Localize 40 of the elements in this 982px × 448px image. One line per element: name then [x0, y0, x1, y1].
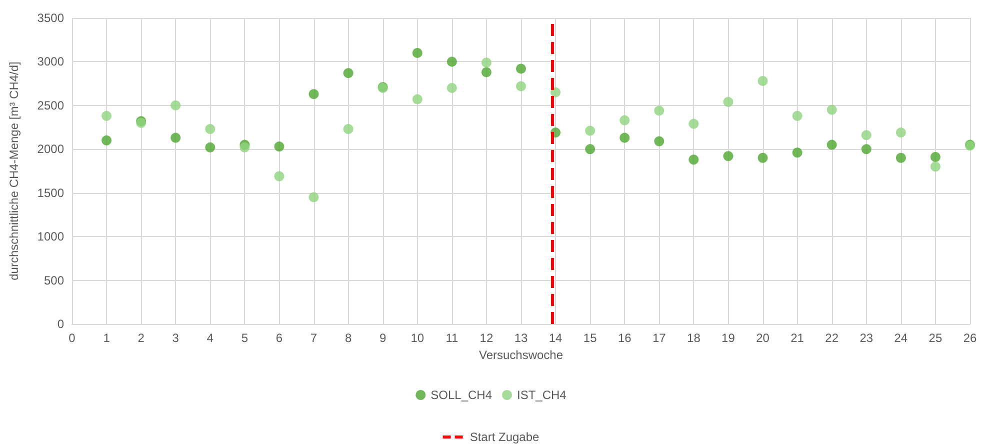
y-tick-label: 1000: [37, 230, 64, 244]
x-tick-label: 10: [410, 331, 424, 345]
x-tick-label: 22: [825, 331, 839, 345]
legend-label: Start Zugabe: [470, 430, 540, 444]
x-tick-label: 0: [68, 331, 76, 345]
x-tick-label: 18: [687, 331, 701, 345]
y-tick-label: 0: [57, 317, 64, 331]
x-tick-label: 11: [446, 331, 458, 345]
x-tick-label: 25: [928, 331, 942, 345]
x-tick-label: 2: [138, 331, 145, 345]
x-tick-label: 9: [380, 331, 386, 345]
x-tick-label: 17: [652, 331, 666, 345]
y-axis-title: durchschnittliche CH4-Menge [m³ CH4/d]: [7, 62, 21, 280]
x-tick-label: 6: [276, 331, 283, 345]
x-tick-label: 3: [172, 331, 180, 345]
x-tick-label: 12: [480, 331, 494, 345]
x-tick-label: 1: [103, 331, 110, 345]
x-tick-label: 13: [514, 331, 528, 345]
y-tick-label: 2000: [37, 142, 64, 156]
x-tick-label: 14: [548, 331, 563, 345]
x-tick-label: 26: [963, 331, 977, 345]
x-tick-label: 5: [241, 331, 248, 345]
x-tick-label: 21: [790, 331, 804, 345]
x-tick-label: 15: [583, 331, 598, 345]
legend-label: IST_CH4: [517, 388, 567, 402]
x-axis-title: Versuchswoche: [478, 348, 564, 362]
x-tick-label: 23: [860, 331, 874, 345]
y-tick-label: 2500: [37, 98, 64, 112]
x-tick-label: 16: [618, 331, 632, 345]
y-tick-label: 1500: [37, 186, 64, 200]
x-tick-label: 7: [310, 331, 318, 345]
x-tick-label: 19: [722, 331, 736, 345]
x-tick-label: 24: [894, 331, 908, 345]
x-tick-label: 20: [756, 331, 770, 345]
y-tick-label: 3500: [37, 11, 64, 25]
x-tick-label: 8: [344, 331, 352, 345]
legend-label: SOLL_CH4: [430, 388, 492, 402]
y-tick-label: 500: [44, 273, 64, 288]
x-tick-label: 4: [206, 331, 214, 345]
y-tick-label: 3000: [37, 54, 64, 69]
